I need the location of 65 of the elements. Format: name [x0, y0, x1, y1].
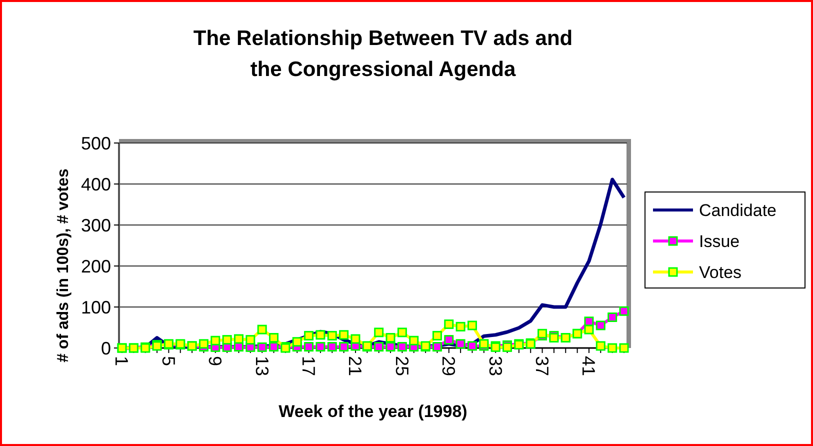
- point: [198, 339, 208, 349]
- point: [432, 342, 442, 352]
- point: [339, 330, 349, 340]
- y-axis-title: # of ads (in 100s), # votes: [55, 168, 72, 362]
- point: [327, 342, 337, 352]
- y-tick-label: 500: [80, 133, 111, 154]
- point: [350, 334, 360, 344]
- point: [467, 320, 477, 330]
- x-tick-label: 1: [112, 356, 132, 366]
- point: [444, 319, 454, 329]
- x-tick-label: 29: [438, 356, 459, 376]
- x-tick-label: 17: [298, 356, 318, 376]
- point: [246, 335, 256, 345]
- x-tick-label: 41: [578, 356, 599, 376]
- point: [257, 342, 267, 352]
- point: [467, 341, 477, 351]
- point: [608, 343, 618, 353]
- point: [316, 342, 326, 352]
- y-tick-label: 200: [80, 256, 111, 276]
- point: [304, 330, 314, 340]
- point: [269, 342, 279, 352]
- point: [374, 342, 384, 352]
- point: [292, 337, 302, 347]
- x-tick-label: 9: [205, 356, 226, 366]
- y-tick-label: 0: [100, 338, 111, 358]
- chart-title: The Relationship Between TV ads and the Congressional Agenda: [193, 27, 573, 81]
- y-tick-label: 400: [80, 174, 111, 194]
- point: [269, 333, 279, 342]
- point: [210, 336, 220, 346]
- point: [608, 312, 618, 322]
- point: [397, 328, 407, 338]
- point: [444, 335, 454, 345]
- point: [234, 334, 244, 344]
- point: [386, 333, 396, 342]
- y-tick-label: 100: [80, 297, 111, 318]
- point: [584, 324, 594, 334]
- legend-label: Votes: [699, 262, 742, 282]
- legend-label: Candidate: [699, 200, 777, 220]
- point: [619, 306, 629, 316]
- x-tick-label: 13: [252, 356, 272, 376]
- x-tick-label: 33: [485, 356, 506, 376]
- point: [456, 339, 466, 349]
- point: [257, 324, 267, 334]
- point: [456, 322, 466, 332]
- point: [596, 320, 606, 330]
- point: [304, 342, 314, 352]
- point: [339, 342, 349, 352]
- point: [596, 341, 606, 351]
- point: [549, 333, 559, 342]
- point: [386, 342, 396, 352]
- point: [222, 335, 232, 345]
- x-tick-label: 5: [158, 356, 178, 366]
- point: [316, 330, 326, 340]
- point: [397, 342, 407, 352]
- y-tick-label: 300: [80, 215, 111, 236]
- x-tick-label: 25: [392, 356, 412, 376]
- point: [432, 330, 442, 340]
- x-axis-title: Week of the year (1998): [278, 402, 468, 421]
- legend-label: Issue: [699, 232, 740, 251]
- point: [327, 330, 337, 340]
- point: [409, 336, 419, 346]
- point: [374, 328, 384, 338]
- point: [584, 316, 594, 326]
- x-tick-label: 21: [345, 356, 366, 376]
- x-tick-label: 37: [532, 356, 552, 376]
